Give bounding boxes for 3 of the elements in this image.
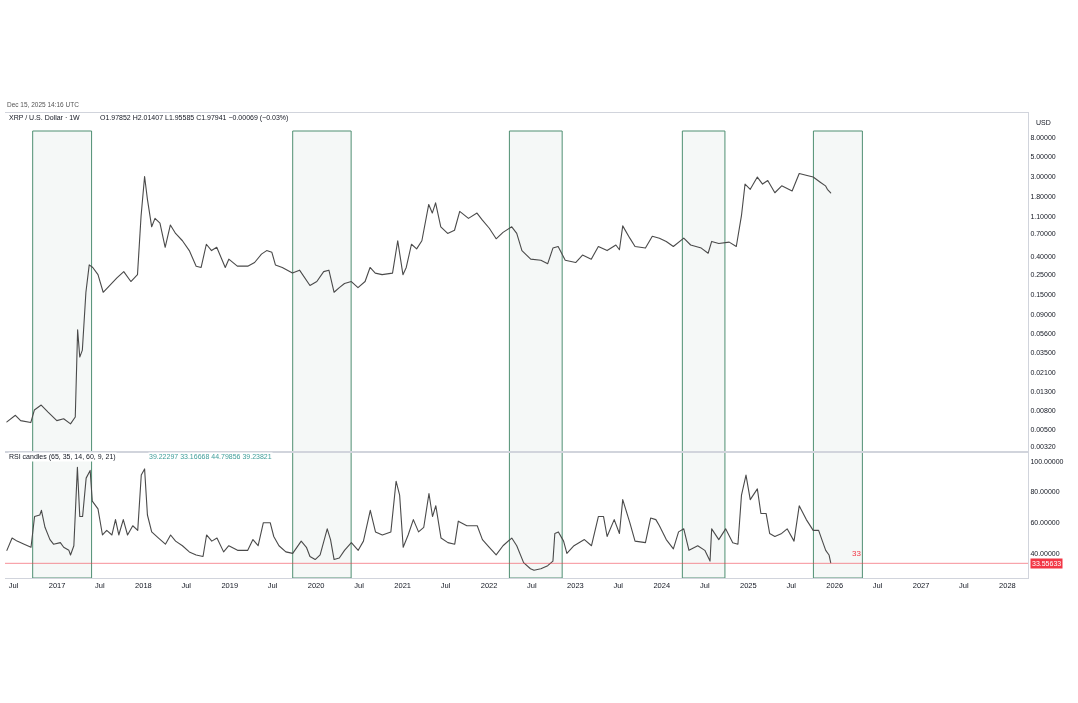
line-series xyxy=(6,466,832,571)
line-series xyxy=(6,172,832,425)
annotation: 33 xyxy=(852,549,862,558)
